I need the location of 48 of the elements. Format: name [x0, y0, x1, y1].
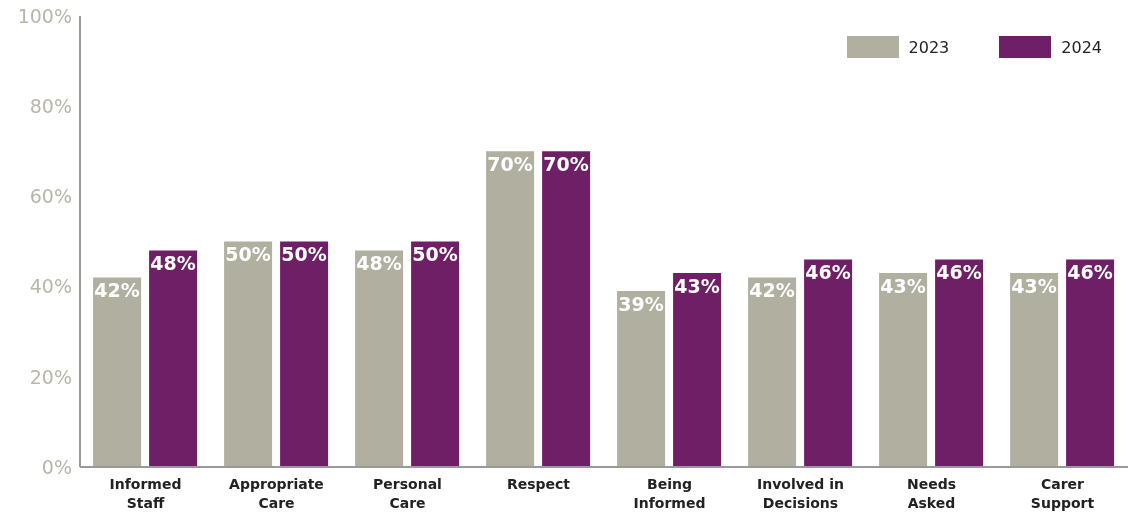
- y-tick-label: 20%: [29, 365, 72, 388]
- bar: [355, 250, 404, 467]
- data-label: 70%: [487, 152, 533, 175]
- y-tick-label: 80%: [29, 94, 72, 117]
- x-tick-label: Carer Support: [1030, 476, 1095, 511]
- data-label: 43%: [674, 274, 720, 297]
- data-label: 48%: [356, 252, 402, 275]
- bar: [224, 241, 273, 467]
- x-tick-label: Involved in Decisions: [756, 476, 845, 511]
- y-tick-label: 40%: [29, 275, 72, 298]
- data-label: 50%: [225, 242, 271, 265]
- data-label: 42%: [749, 279, 795, 302]
- y-tick-label: 0%: [41, 455, 72, 478]
- y-tick-label: 100%: [17, 4, 72, 27]
- bar: [617, 291, 666, 467]
- bar: [1066, 259, 1115, 467]
- data-label: 46%: [805, 261, 851, 284]
- bar: [149, 250, 198, 467]
- data-label: 43%: [1011, 274, 1057, 297]
- data-label: 43%: [880, 274, 926, 297]
- data-label: 42%: [94, 279, 140, 302]
- x-tick-label: Being Informed: [633, 476, 706, 511]
- y-tick-label: 60%: [29, 185, 72, 208]
- bar: [1010, 273, 1059, 467]
- x-tick-label: Appropriate Care: [229, 476, 324, 511]
- data-label: 50%: [412, 242, 458, 265]
- bar: [673, 273, 722, 467]
- bar: [486, 151, 535, 467]
- x-tick-label: Informed Staff: [109, 476, 182, 511]
- bar: [879, 273, 928, 467]
- bar: [411, 241, 460, 467]
- bar: [804, 259, 853, 467]
- data-label: 46%: [936, 261, 982, 284]
- x-tick-label: Respect: [506, 476, 571, 492]
- bar: [935, 259, 984, 467]
- bar: [93, 277, 142, 467]
- data-label: 39%: [618, 292, 664, 315]
- bar: [748, 277, 797, 467]
- bar: [542, 151, 591, 467]
- data-label: 46%: [1067, 261, 1113, 284]
- bar: [280, 241, 329, 467]
- legend-label: 2024: [1061, 37, 1102, 57]
- data-label: 70%: [543, 152, 589, 175]
- data-label: 48%: [150, 252, 196, 275]
- x-tick-label: Needs Asked: [906, 476, 957, 511]
- legend-label: 2023: [908, 37, 950, 57]
- x-tick-label: Personal Care: [373, 476, 442, 511]
- data-label: 50%: [281, 242, 327, 265]
